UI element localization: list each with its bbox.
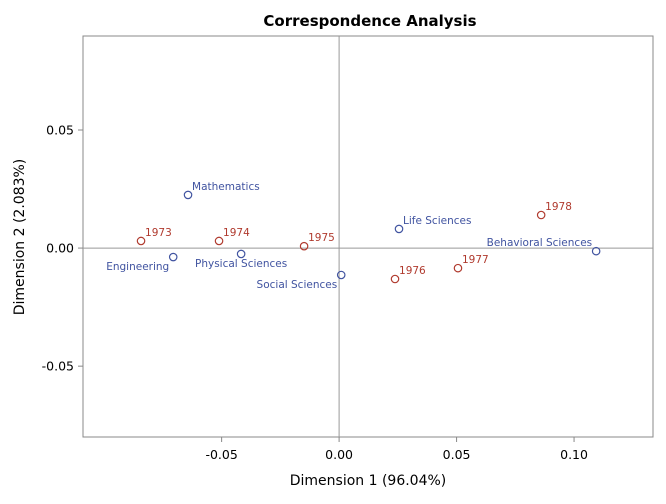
data-point	[453, 263, 463, 273]
data-point	[390, 274, 400, 284]
x-tick-label: 0.05	[443, 447, 471, 462]
data-point	[236, 249, 246, 259]
point-label: Behavioral Sciences	[487, 237, 593, 249]
point-label: 1975	[308, 232, 335, 244]
x-tick-label: 0.10	[560, 447, 588, 462]
point-label: 1976	[399, 265, 426, 277]
data-point	[168, 252, 178, 262]
point-label: Engineering	[106, 261, 169, 273]
point-label: Mathematics	[192, 181, 260, 193]
data-point	[183, 190, 193, 200]
point-label: 1974	[223, 227, 250, 239]
y-tick-label: 0.05	[46, 122, 74, 137]
data-point	[136, 236, 146, 246]
data-point	[536, 210, 546, 220]
data-point	[214, 236, 224, 246]
data-point	[394, 224, 404, 234]
data-point	[336, 270, 346, 280]
y-tick-label: 0.00	[46, 241, 74, 256]
x-tick-label: -0.05	[205, 447, 237, 462]
point-label: 1973	[145, 227, 172, 239]
data-point	[299, 241, 309, 251]
y-axis-label: Dimension 2 (2.083%)	[12, 159, 28, 316]
x-axis-label: Dimension 1 (96.04%)	[290, 473, 447, 489]
point-label: Physical Sciences	[195, 258, 287, 270]
x-tick-label: 0.00	[325, 447, 353, 462]
point-label: Life Sciences	[403, 215, 471, 227]
data-point	[591, 246, 601, 256]
point-label: 1978	[545, 201, 572, 213]
point-label: Social Sciences	[257, 279, 338, 291]
chart-title: Correspondence Analysis	[263, 12, 476, 30]
y-tick-label: -0.05	[42, 359, 74, 374]
point-label: 1977	[462, 254, 489, 266]
plot-frame	[82, 35, 654, 438]
